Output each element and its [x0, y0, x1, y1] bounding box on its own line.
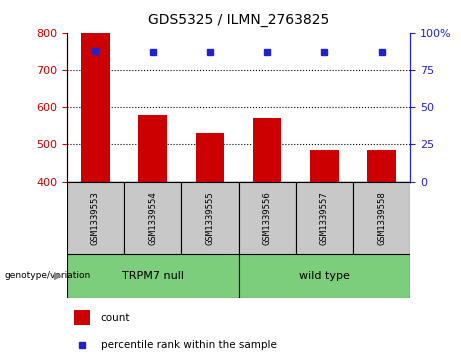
Text: GSM1339558: GSM1339558 — [377, 191, 386, 245]
Text: wild type: wild type — [299, 271, 350, 281]
Text: count: count — [100, 313, 130, 323]
Text: percentile rank within the sample: percentile rank within the sample — [100, 340, 277, 350]
Bar — [310, 150, 339, 182]
Bar — [296, 182, 353, 254]
Bar — [124, 182, 181, 254]
Title: GDS5325 / ILMN_2763825: GDS5325 / ILMN_2763825 — [148, 13, 329, 28]
Text: GSM1339555: GSM1339555 — [206, 191, 214, 245]
Text: ▶: ▶ — [54, 271, 62, 281]
Text: genotype/variation: genotype/variation — [5, 272, 91, 280]
Bar — [367, 150, 396, 182]
Bar — [181, 182, 239, 254]
Text: GSM1339556: GSM1339556 — [263, 191, 272, 245]
Text: GSM1339553: GSM1339553 — [91, 191, 100, 245]
Text: GSM1339554: GSM1339554 — [148, 191, 157, 245]
Bar — [353, 182, 410, 254]
Text: GSM1339557: GSM1339557 — [320, 191, 329, 245]
Bar — [239, 182, 296, 254]
Bar — [81, 33, 110, 182]
Bar — [138, 115, 167, 182]
Bar — [239, 254, 410, 298]
Bar — [67, 182, 124, 254]
Bar — [67, 254, 239, 298]
Bar — [195, 133, 224, 182]
Bar — [74, 310, 90, 325]
Text: TRPM7 null: TRPM7 null — [122, 271, 183, 281]
Bar — [253, 118, 282, 182]
